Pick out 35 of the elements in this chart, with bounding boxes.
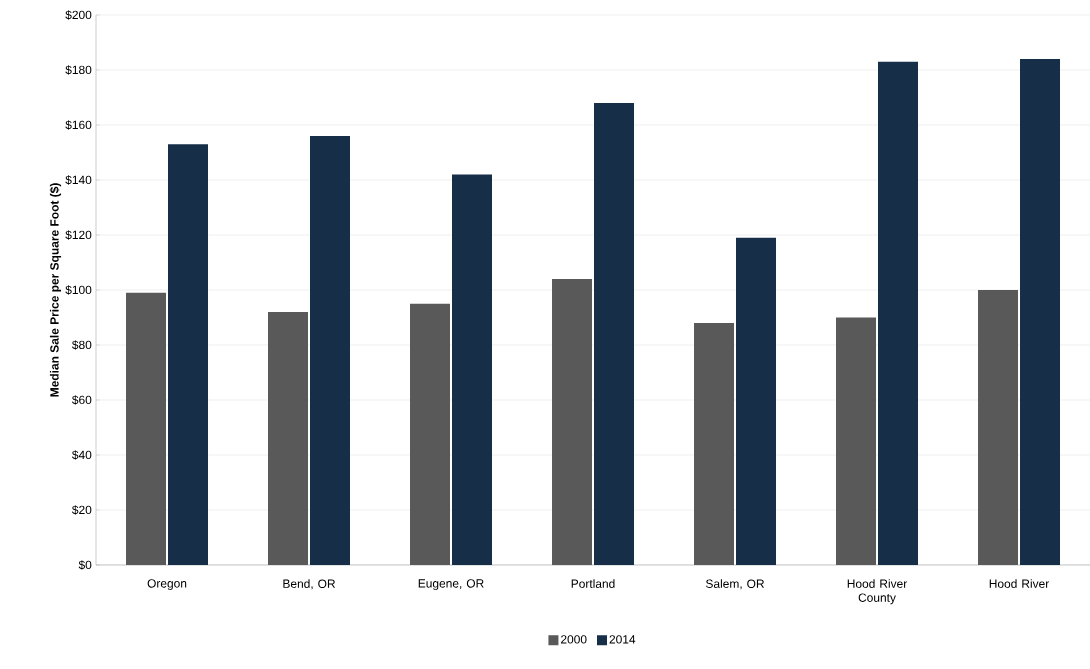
legend-label: 2014: [609, 635, 636, 644]
bar: [836, 317, 877, 565]
bar: [268, 311, 309, 565]
y-tick-label: $140: [65, 175, 92, 185]
x-tick-label: Hood River: [989, 579, 1050, 588]
y-axis-title: Median Sale Price per Square Foot ($): [49, 183, 62, 397]
bar: [1020, 58, 1061, 565]
x-tick-label: Portland: [571, 579, 615, 588]
bar: [978, 289, 1019, 565]
y-tick-label: $20: [72, 505, 92, 515]
bar: [410, 303, 451, 565]
y-tick-label: $80: [72, 340, 92, 350]
y-tick-label: $180: [65, 65, 92, 75]
y-tick-label: $60: [72, 395, 92, 405]
y-tick-label: $200: [65, 10, 92, 20]
bar: [694, 322, 735, 565]
x-tick-label: Salem, OR: [706, 579, 765, 590]
bar: [878, 61, 919, 565]
x-tick-label: Eugene, OR: [418, 579, 484, 590]
legend-label: 2000: [561, 635, 587, 644]
x-tick-label: Oregon: [147, 579, 187, 590]
bar: [552, 278, 593, 565]
y-tick-label: $160: [65, 120, 92, 130]
bar: [736, 237, 777, 565]
x-tick-label: Hood River County: [847, 579, 908, 605]
bar: [452, 174, 493, 565]
x-tick-label: Bend, OR: [283, 579, 336, 590]
bar: [594, 102, 635, 565]
bar: [310, 135, 351, 565]
bar: [126, 292, 167, 565]
y-tick-label: $40: [72, 450, 92, 460]
y-tick-label: $0: [78, 560, 92, 570]
y-tick-label: $100: [65, 285, 92, 295]
y-tick-label: $120: [65, 230, 92, 240]
bar: [168, 144, 208, 565]
